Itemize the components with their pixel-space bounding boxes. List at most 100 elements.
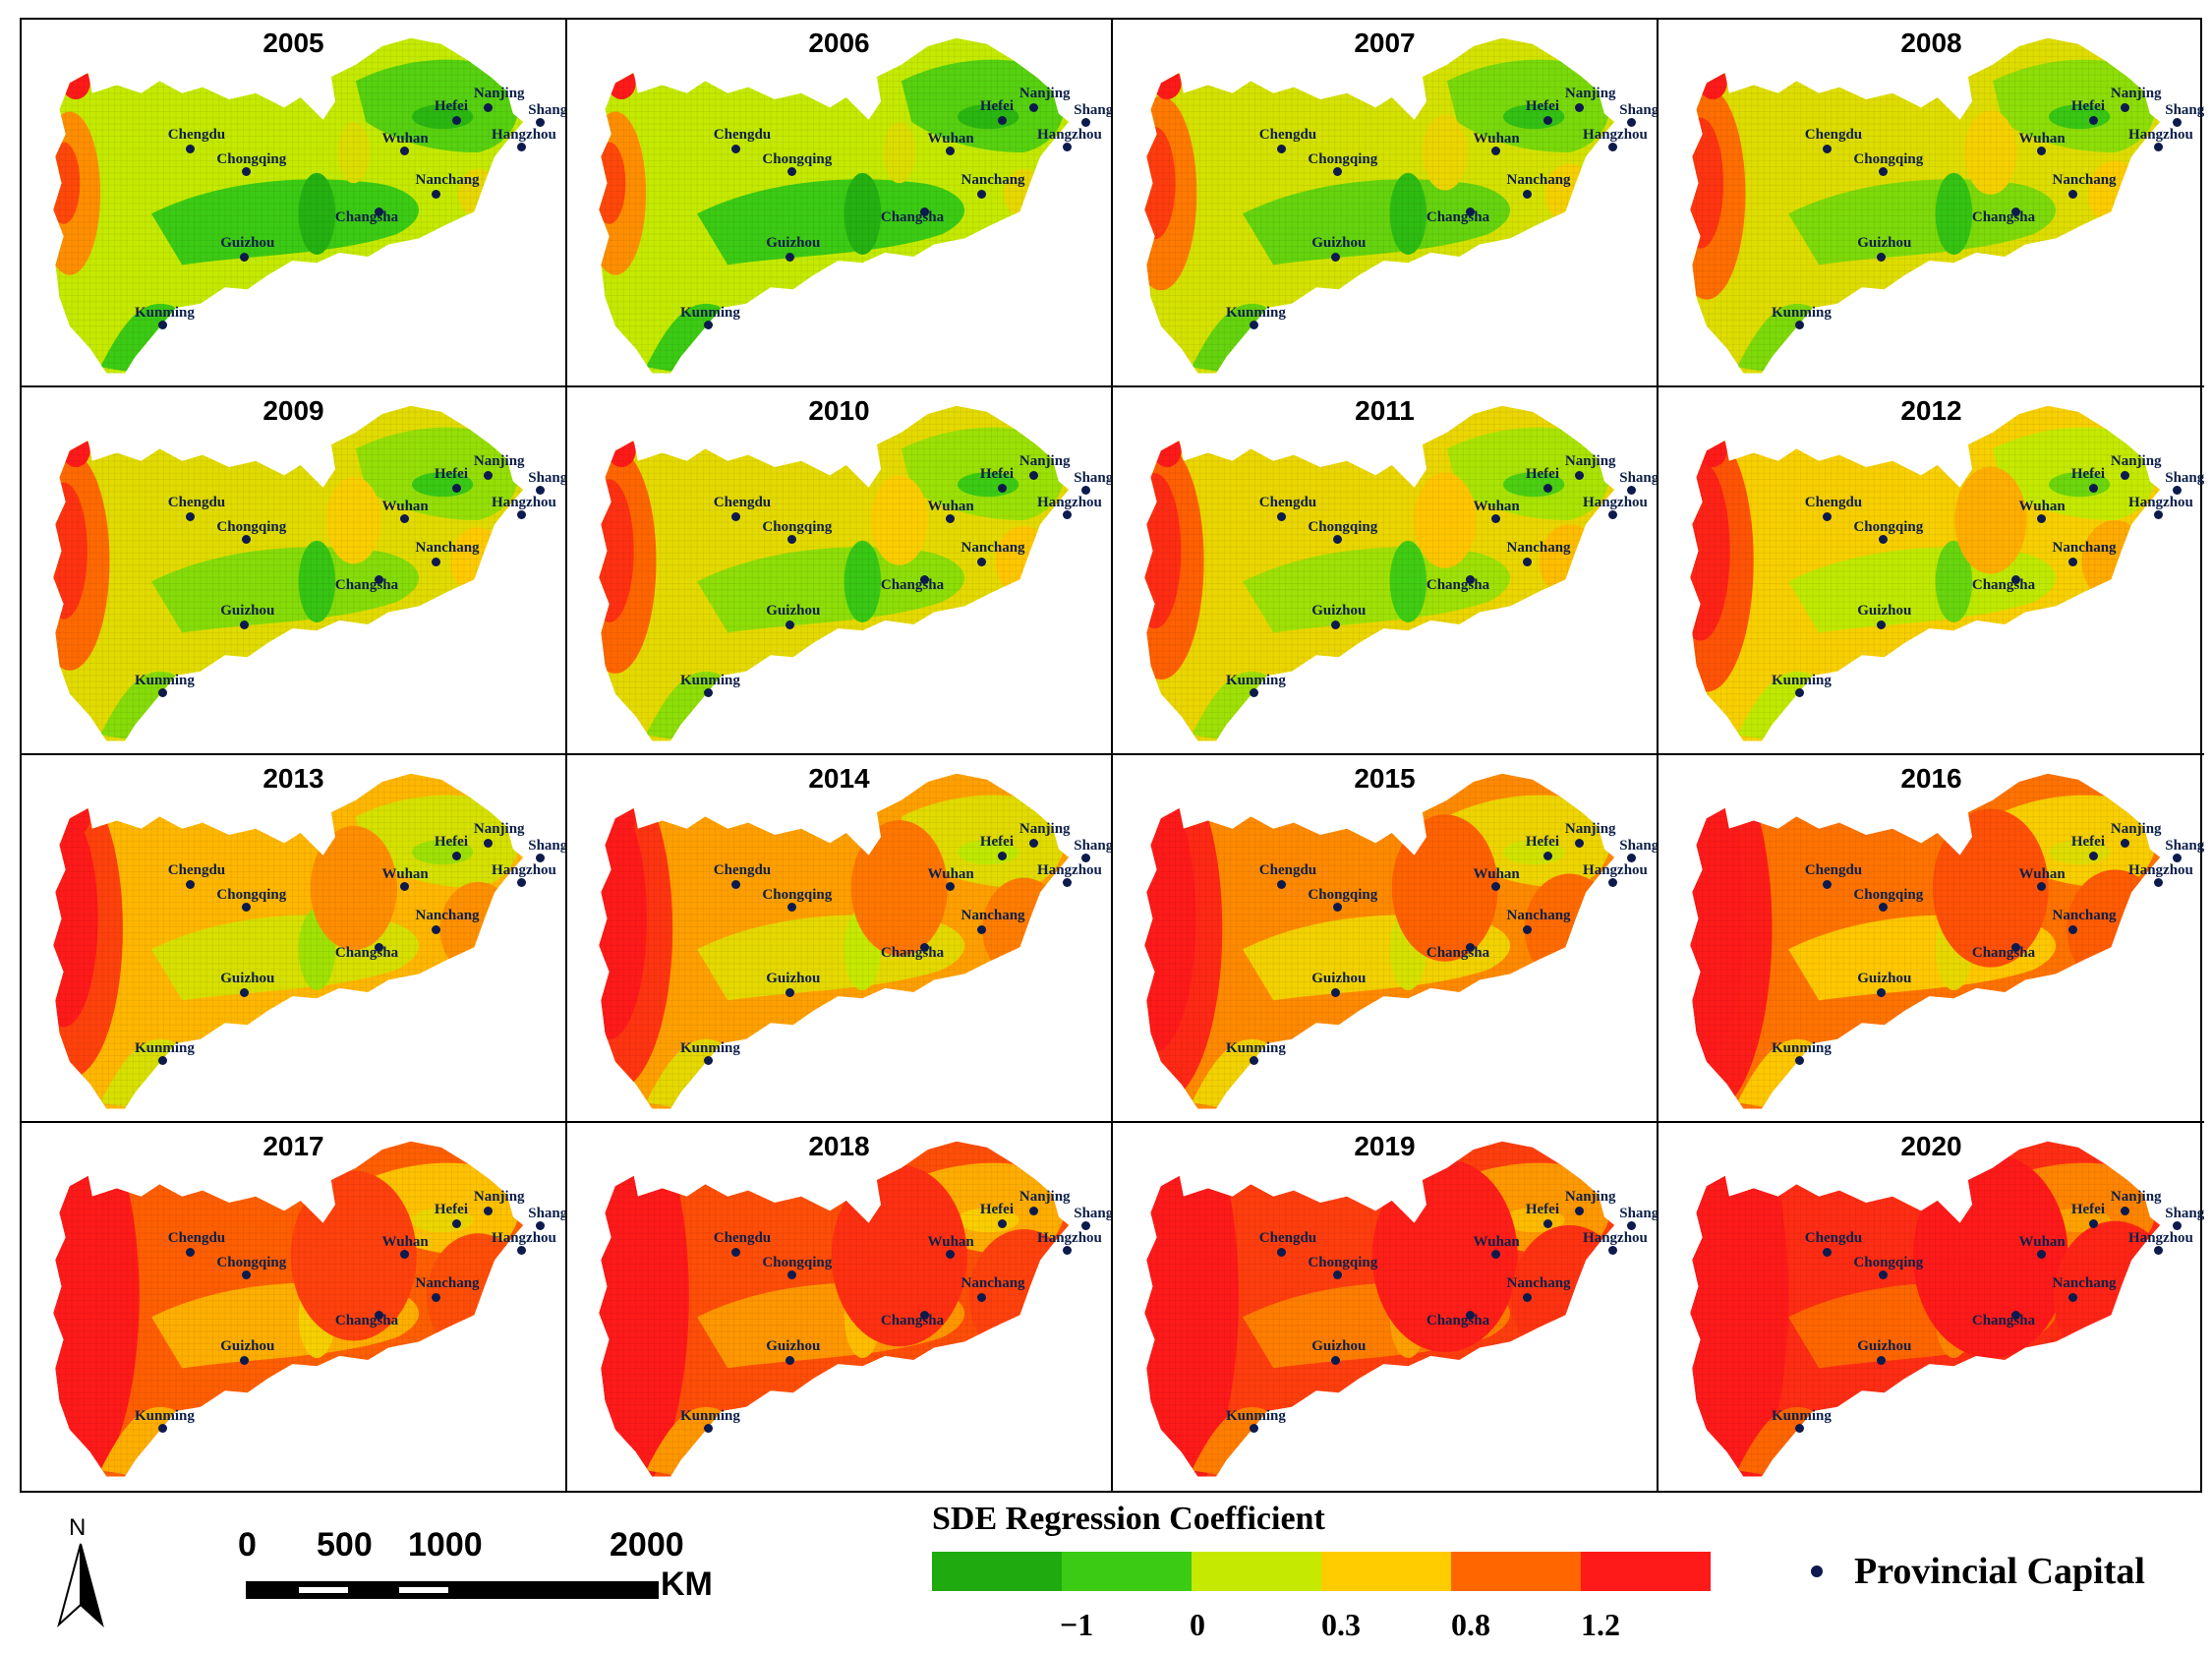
city-marker-icon xyxy=(2010,1311,2020,1321)
city-marker-icon xyxy=(976,189,986,199)
city-marker-icon xyxy=(1608,1245,1618,1255)
city-label-nanchang: Nanchang xyxy=(2052,171,2117,188)
city-marker-icon xyxy=(945,513,955,523)
scale-unit: KM xyxy=(661,1565,713,1603)
panel-year-label: 2005 xyxy=(262,28,324,58)
city-label-kunming: Kunming xyxy=(1226,672,1286,688)
city-marker-icon xyxy=(1465,575,1475,585)
map-panel-2011: 2011 Chengdu Chongqing Guizhou Kunming Wuhan C… xyxy=(1113,387,1659,755)
city-label-kunming: Kunming xyxy=(680,304,740,321)
region-map xyxy=(1144,37,1615,374)
city-label-hefei: Hefei xyxy=(434,97,469,114)
city-label-kunming: Kunming xyxy=(1226,304,1286,321)
city-label-chongqing: Chongqing xyxy=(1853,518,1924,535)
city-marker-icon xyxy=(517,1245,527,1255)
city-marker-icon xyxy=(1627,485,1637,495)
city-label-changsha: Changsha xyxy=(1426,1313,1490,1329)
city-marker-icon xyxy=(1028,471,1038,481)
map-panel-2020: 2020 Chengdu Chongqing Guizhou Kunming Wuhan C… xyxy=(1659,1123,2204,1491)
city-marker-icon xyxy=(945,1249,955,1259)
hatch-overlay xyxy=(1690,1141,2161,1477)
city-marker-icon xyxy=(1063,509,1073,519)
city-label-wuhan: Wuhan xyxy=(2018,865,2066,882)
city-label-chengdu: Chengdu xyxy=(713,861,772,878)
city-label-hefei: Hefei xyxy=(1525,1201,1560,1217)
city-marker-icon xyxy=(1465,207,1475,217)
city-marker-icon xyxy=(1608,877,1618,887)
city-marker-icon xyxy=(945,146,955,155)
city-marker-icon xyxy=(2010,943,2020,953)
city-label-nanjing: Nanjing xyxy=(2110,821,2162,838)
city-label-guizhou: Guizhou xyxy=(220,971,275,987)
west-core-zone xyxy=(1690,460,1730,641)
city-label-chengdu: Chengdu xyxy=(1804,861,1863,878)
legend-value: 0.3 xyxy=(1321,1607,1361,1642)
city-label-shanghai: Shanghai xyxy=(2165,1205,2204,1221)
city-label-chongqing: Chongqing xyxy=(762,1254,833,1270)
city-marker-icon xyxy=(1879,534,1889,544)
city-label-chongqing: Chongqing xyxy=(1853,886,1924,903)
middle-zone xyxy=(310,825,397,951)
city-label-guizhou: Guizhou xyxy=(766,971,821,987)
city-marker-icon xyxy=(704,320,714,329)
city-label-nanchang: Nanchang xyxy=(960,539,1025,556)
city-marker-icon xyxy=(1028,1207,1038,1216)
city-marker-icon xyxy=(483,1207,493,1216)
map-panel-2016: 2016 Chengdu Chongqing Guizhou Kunming Wuhan C… xyxy=(1659,755,2204,1123)
city-marker-icon xyxy=(399,881,409,891)
city-label-kunming: Kunming xyxy=(1772,1407,1832,1424)
central-core-zone xyxy=(844,540,882,622)
city-label-kunming: Kunming xyxy=(680,1407,740,1424)
city-marker-icon xyxy=(786,988,795,998)
city-marker-icon xyxy=(1333,1269,1343,1279)
city-marker-icon xyxy=(483,103,493,113)
city-marker-icon xyxy=(1250,320,1259,329)
city-marker-icon xyxy=(919,943,929,953)
city-label-chengdu: Chengdu xyxy=(713,126,772,143)
city-label-chengdu: Chengdu xyxy=(1258,1229,1317,1246)
city-marker-icon xyxy=(399,513,409,523)
city-label-shanghai: Shanghai xyxy=(1074,837,1113,854)
city-label-wuhan: Wuhan xyxy=(927,1233,974,1250)
panel-year-label: 2015 xyxy=(1354,763,1416,794)
city-marker-icon xyxy=(1063,1245,1073,1255)
city-marker-icon xyxy=(1333,902,1343,912)
city-label-nanjing: Nanjing xyxy=(473,1189,525,1206)
city-marker-icon xyxy=(2173,853,2183,862)
city-label-hangzhou: Hangzhou xyxy=(1583,861,1648,878)
panel-year-label: 2007 xyxy=(1354,28,1416,58)
hatch-overlay xyxy=(1144,773,1615,1109)
city-marker-icon xyxy=(240,988,250,998)
city-label-changsha: Changsha xyxy=(880,577,945,594)
city-marker-icon xyxy=(786,253,795,263)
city-marker-icon xyxy=(1465,943,1475,953)
middle-zone xyxy=(883,121,916,184)
city-label-chengdu: Chengdu xyxy=(167,494,226,510)
city-marker-icon xyxy=(1276,879,1286,889)
city-marker-icon xyxy=(1522,924,1532,934)
map-panel-2018: 2018 Chengdu Chongqing Guizhou Kunming Wuhan C… xyxy=(567,1123,1113,1491)
city-marker-icon xyxy=(431,924,440,934)
city-label-hefei: Hefei xyxy=(2070,833,2106,850)
city-marker-icon xyxy=(997,851,1007,860)
city-marker-icon xyxy=(1063,142,1073,151)
map-panel-2017: 2017 Chengdu Chongqing Guizhou Kunming Wuhan C… xyxy=(22,1123,567,1491)
hatch-overlay xyxy=(599,405,1070,741)
panel-year-label: 2016 xyxy=(1900,763,1962,794)
region-map xyxy=(599,37,1070,374)
city-marker-icon xyxy=(1490,146,1500,155)
city-marker-icon xyxy=(2154,1245,2164,1255)
region-map xyxy=(53,37,524,374)
city-marker-icon xyxy=(158,320,168,329)
city-marker-icon xyxy=(451,115,461,125)
panel-year-label: 2017 xyxy=(262,1131,324,1161)
central-core-zone xyxy=(1389,540,1427,622)
city-label-guizhou: Guizhou xyxy=(1311,603,1367,620)
city-label-wuhan: Wuhan xyxy=(2018,498,2066,514)
scale-tick-500: 500 xyxy=(317,1526,373,1564)
city-marker-icon xyxy=(2036,881,2046,891)
city-label-nanchang: Nanchang xyxy=(960,171,1025,188)
city-label-shanghai: Shanghai xyxy=(528,101,567,118)
city-label-nanjing: Nanjing xyxy=(1564,86,1616,102)
city-label-hangzhou: Hangzhou xyxy=(1037,494,1102,510)
